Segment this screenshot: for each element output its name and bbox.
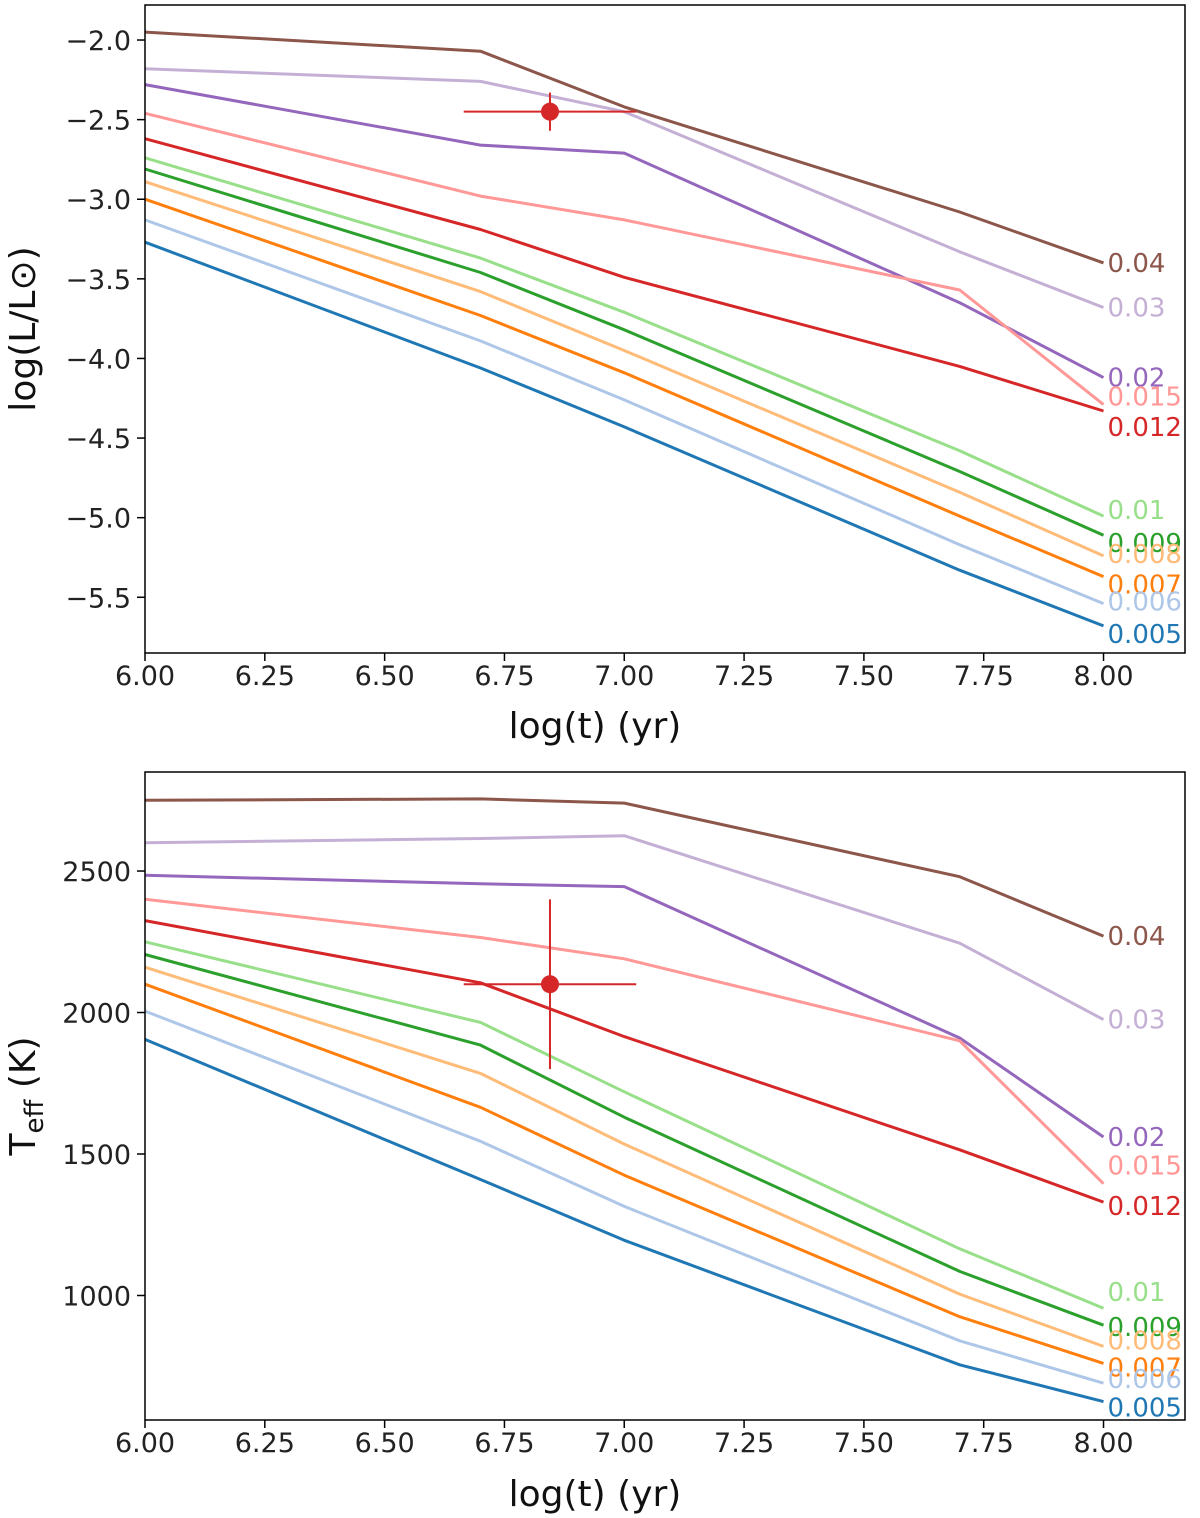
x-tick-label: 8.00 (1073, 1428, 1133, 1459)
x-tick-label: 8.00 (1073, 661, 1133, 692)
y-tick-label: −2.5 (65, 106, 131, 137)
y-tick-label: −3.0 (65, 185, 131, 216)
series-line-0.02 (144, 873, 1105, 1139)
series-label-0.009: 0.009 (1108, 529, 1182, 559)
x-tick-label: 6.50 (355, 1428, 415, 1459)
series-line-0.005 (144, 1038, 1104, 1404)
plot-frame (144, 771, 1186, 1421)
y-axis-label: Teff (K) (3, 1036, 50, 1156)
series-line-0.01 (144, 940, 1105, 1310)
y-tick-label: 1500 (62, 1140, 131, 1171)
series-line-0.03 (144, 834, 1105, 1021)
y-axis-label-main: T (3, 1133, 44, 1157)
series-line-0.01 (144, 156, 1105, 518)
plot-frame (144, 4, 1186, 654)
y-tick-label: −4.0 (65, 344, 131, 375)
series-label-0.008: 0.008 (1108, 1326, 1182, 1356)
x-tick-label: 6.75 (474, 1428, 534, 1459)
series-label-0.03: 0.03 (1108, 1006, 1166, 1036)
x-tick-label: 6.00 (115, 661, 175, 692)
series-label-0.04: 0.04 (1108, 249, 1166, 279)
series-line-0.009 (144, 953, 1105, 1327)
y-tick-label: −3.5 (65, 265, 131, 296)
x-tick-label: 7.50 (834, 1428, 894, 1459)
series-label-0.012: 0.012 (1108, 1192, 1182, 1222)
series-line-0.007 (144, 197, 1105, 578)
series-label-0.006: 0.006 (1108, 1365, 1182, 1395)
series-label-0.02: 0.02 (1108, 1123, 1166, 1153)
y-axis-label-sub: eff (20, 1099, 50, 1134)
series-label-0.009: 0.009 (1108, 1313, 1182, 1343)
series-label-0.005: 0.005 (1108, 620, 1182, 650)
x-axis-label: log(t) (yr) (509, 706, 682, 747)
measurement-point (540, 975, 559, 994)
series-line-0.006 (144, 1009, 1104, 1385)
measurement-point (540, 102, 559, 121)
series-label-0.03: 0.03 (1108, 294, 1166, 324)
series-line-0.04 (144, 797, 1105, 938)
luminosity-panel: 0.040.030.020.0150.0120.010.0090.0080.00… (3, 4, 1186, 747)
x-tick-label: 7.25 (714, 1428, 774, 1459)
series-label-0.012: 0.012 (1108, 413, 1182, 443)
y-tick-label: −4.5 (65, 424, 131, 455)
series-line-0.012 (144, 919, 1105, 1204)
series-line-0.009 (144, 167, 1105, 537)
series-label-0.005: 0.005 (1108, 1394, 1182, 1424)
series-line-0.008 (144, 180, 1105, 558)
y-tick-label: 2500 (62, 857, 131, 888)
x-tick-label: 7.00 (594, 661, 654, 692)
x-tick-label: 6.25 (235, 1428, 295, 1459)
series-label-0.04: 0.04 (1108, 922, 1166, 952)
series-label-0.015: 0.015 (1108, 383, 1182, 413)
x-tick-label: 6.25 (235, 661, 295, 692)
temperature-panel: 0.040.030.020.0150.0120.010.0090.0080.00… (3, 771, 1186, 1515)
x-tick-label: 7.50 (834, 661, 894, 692)
x-tick-label: 6.50 (355, 661, 415, 692)
series-line-0.015 (144, 897, 1105, 1185)
x-tick-label: 7.75 (954, 661, 1014, 692)
y-tick-label: −5.0 (65, 504, 131, 535)
series-line-0.04 (144, 30, 1105, 265)
series-label-0.007: 0.007 (1108, 571, 1182, 601)
series-label-0.02: 0.02 (1108, 364, 1166, 394)
series-line-0.02 (144, 83, 1105, 379)
x-tick-label: 7.25 (714, 661, 774, 692)
series-line-0.008 (144, 965, 1105, 1348)
x-tick-label: 7.75 (954, 1428, 1014, 1459)
y-tick-label: 2000 (62, 999, 131, 1030)
x-tick-label: 6.00 (115, 1428, 175, 1459)
series-label-0.015: 0.015 (1108, 1152, 1182, 1182)
series-line-0.007 (144, 982, 1104, 1365)
y-tick-label: −2.0 (65, 26, 131, 57)
series-line-0.005 (144, 240, 1105, 628)
series-label-0.006: 0.006 (1108, 588, 1182, 618)
series-line-0.015 (144, 111, 1105, 406)
series-label-0.01: 0.01 (1108, 1278, 1166, 1308)
x-axis-label: log(t) (yr) (509, 1474, 682, 1515)
series-line-0.012 (144, 137, 1104, 413)
series-label-0.007: 0.007 (1108, 1353, 1182, 1383)
y-axis-label-tail: (K) (3, 1036, 44, 1099)
series-label-0.008: 0.008 (1108, 540, 1182, 570)
series-label-0.01: 0.01 (1108, 496, 1166, 526)
x-tick-label: 6.75 (474, 661, 534, 692)
y-tick-label: 1000 (62, 1281, 131, 1312)
x-tick-label: 7.00 (594, 1428, 654, 1459)
y-axis-label: log(L/L⊙) (3, 246, 44, 411)
y-tick-label: −5.5 (65, 583, 131, 614)
series-line-0.006 (144, 218, 1105, 605)
